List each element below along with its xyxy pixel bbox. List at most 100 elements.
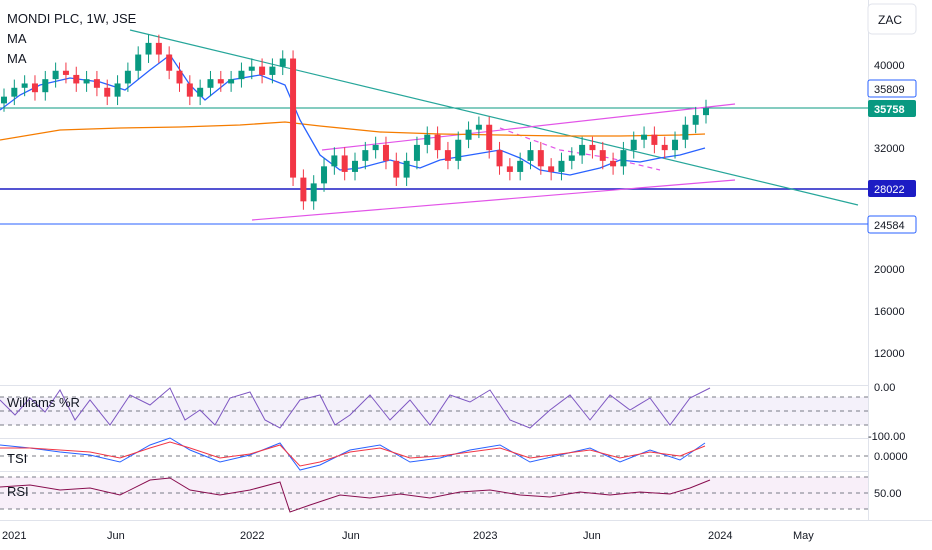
- candle-body: [114, 83, 121, 97]
- candle-body: [331, 155, 338, 167]
- candle-body: [52, 70, 59, 80]
- ma-long-line: [0, 121, 706, 141]
- time-tick: May: [793, 530, 814, 542]
- rsi-line: [0, 477, 711, 513]
- pane-separator: [0, 385, 868, 386]
- candle-body: [672, 139, 679, 151]
- candle-body: [517, 160, 524, 172]
- candle-body: [155, 42, 162, 55]
- trendline-channel-upper[interactable]: [321, 103, 736, 151]
- candle-body: [186, 83, 193, 97]
- candle-body: [269, 66, 276, 75]
- price-label-box: [867, 79, 917, 98]
- price-label-35758: 35758: [874, 104, 905, 116]
- candle-body: [599, 150, 606, 161]
- candle-body: [393, 160, 400, 178]
- candle-body: [579, 144, 586, 156]
- candle-body: [321, 166, 328, 184]
- candle-body: [703, 108, 709, 116]
- candle-body: [548, 166, 555, 172]
- candle-body: [682, 124, 689, 140]
- ma2-legend[interactable]: MA: [7, 51, 27, 66]
- williams-tick: -100.00: [868, 431, 905, 443]
- candle-body: [11, 87, 18, 97]
- candle-body: [630, 139, 637, 151]
- time-tick: 2023: [473, 530, 497, 542]
- price-label-box: [868, 180, 916, 197]
- williams-tick: 0.00: [874, 382, 895, 394]
- candle-body: [444, 150, 451, 161]
- candle-body: [228, 79, 235, 84]
- candle-body: [290, 58, 297, 178]
- price-tick: 40000: [874, 60, 905, 72]
- pane-separator: [0, 438, 868, 439]
- candle-body: [486, 124, 493, 151]
- candle-body: [217, 79, 224, 84]
- candle-body: [124, 70, 131, 84]
- candle-body: [166, 54, 173, 71]
- candle-body: [568, 155, 575, 161]
- time-tick: Jun: [583, 530, 601, 542]
- currency-label: ZAC: [878, 13, 902, 27]
- time-tick: 2021: [2, 530, 26, 542]
- price-tick: 16000: [874, 306, 905, 318]
- candle-body: [135, 54, 142, 71]
- candle-body: [207, 79, 214, 88]
- symbol-title: MONDI PLC, 1W, JSE: [7, 11, 137, 26]
- candle-body: [197, 87, 204, 97]
- candle-body: [475, 124, 482, 130]
- trendline-dashed[interactable]: [499, 127, 661, 171]
- candle-body: [310, 183, 317, 202]
- rsi-legend[interactable]: RSI: [7, 484, 29, 499]
- williams-legend[interactable]: Williams %R: [7, 395, 80, 410]
- candle-body: [259, 66, 266, 75]
- rsi-tick: 50.00: [874, 488, 902, 500]
- candle-body: [620, 150, 627, 167]
- ma-short-line: [0, 54, 706, 176]
- candle-body: [651, 134, 658, 145]
- time-tick: Jun: [342, 530, 360, 542]
- candle-body: [62, 70, 69, 75]
- currency-box[interactable]: [867, 3, 917, 35]
- candle-body: [641, 134, 648, 140]
- candle-body: [1, 96, 7, 104]
- price-label-35809: 35809: [874, 84, 905, 96]
- time-tick: 2024: [708, 530, 732, 542]
- candle-body: [496, 150, 503, 167]
- candle-body: [42, 79, 49, 93]
- candle-body: [341, 155, 348, 172]
- candle-body: [382, 144, 389, 161]
- williams-r-line: [0, 387, 711, 429]
- price-tick: 32000: [874, 143, 905, 155]
- candle-body: [73, 74, 80, 84]
- candle-body: [434, 134, 441, 151]
- price-tick: 12000: [874, 348, 905, 360]
- candle-body: [93, 79, 100, 88]
- candle-body: [424, 134, 431, 145]
- tsi-legend[interactable]: TSI: [7, 451, 27, 466]
- ma1-legend[interactable]: MA: [7, 31, 27, 46]
- candle-body: [279, 58, 286, 67]
- candle-body: [455, 139, 462, 161]
- price-label-box: [867, 215, 917, 234]
- candle-body: [145, 42, 152, 55]
- trendline-channel-lower[interactable]: [251, 179, 736, 221]
- price-label-box: [868, 100, 916, 117]
- candle-body: [372, 144, 379, 151]
- tsi-tick: 0.0000: [874, 451, 908, 463]
- price-tick: 20000: [874, 264, 905, 276]
- candle-body: [589, 144, 596, 151]
- price-label-28022: 28022: [874, 184, 905, 196]
- candle-body: [506, 166, 513, 172]
- candle-body: [465, 129, 472, 140]
- candle-body: [300, 177, 307, 202]
- time-scale-border: [0, 520, 932, 521]
- candle-body: [692, 115, 699, 125]
- candle-body: [21, 83, 28, 88]
- candle-body: [403, 160, 410, 178]
- candle-body: [238, 70, 245, 80]
- price-label-24584: 24584: [874, 220, 905, 232]
- time-tick: Jun: [107, 530, 125, 542]
- candle-body: [104, 87, 111, 97]
